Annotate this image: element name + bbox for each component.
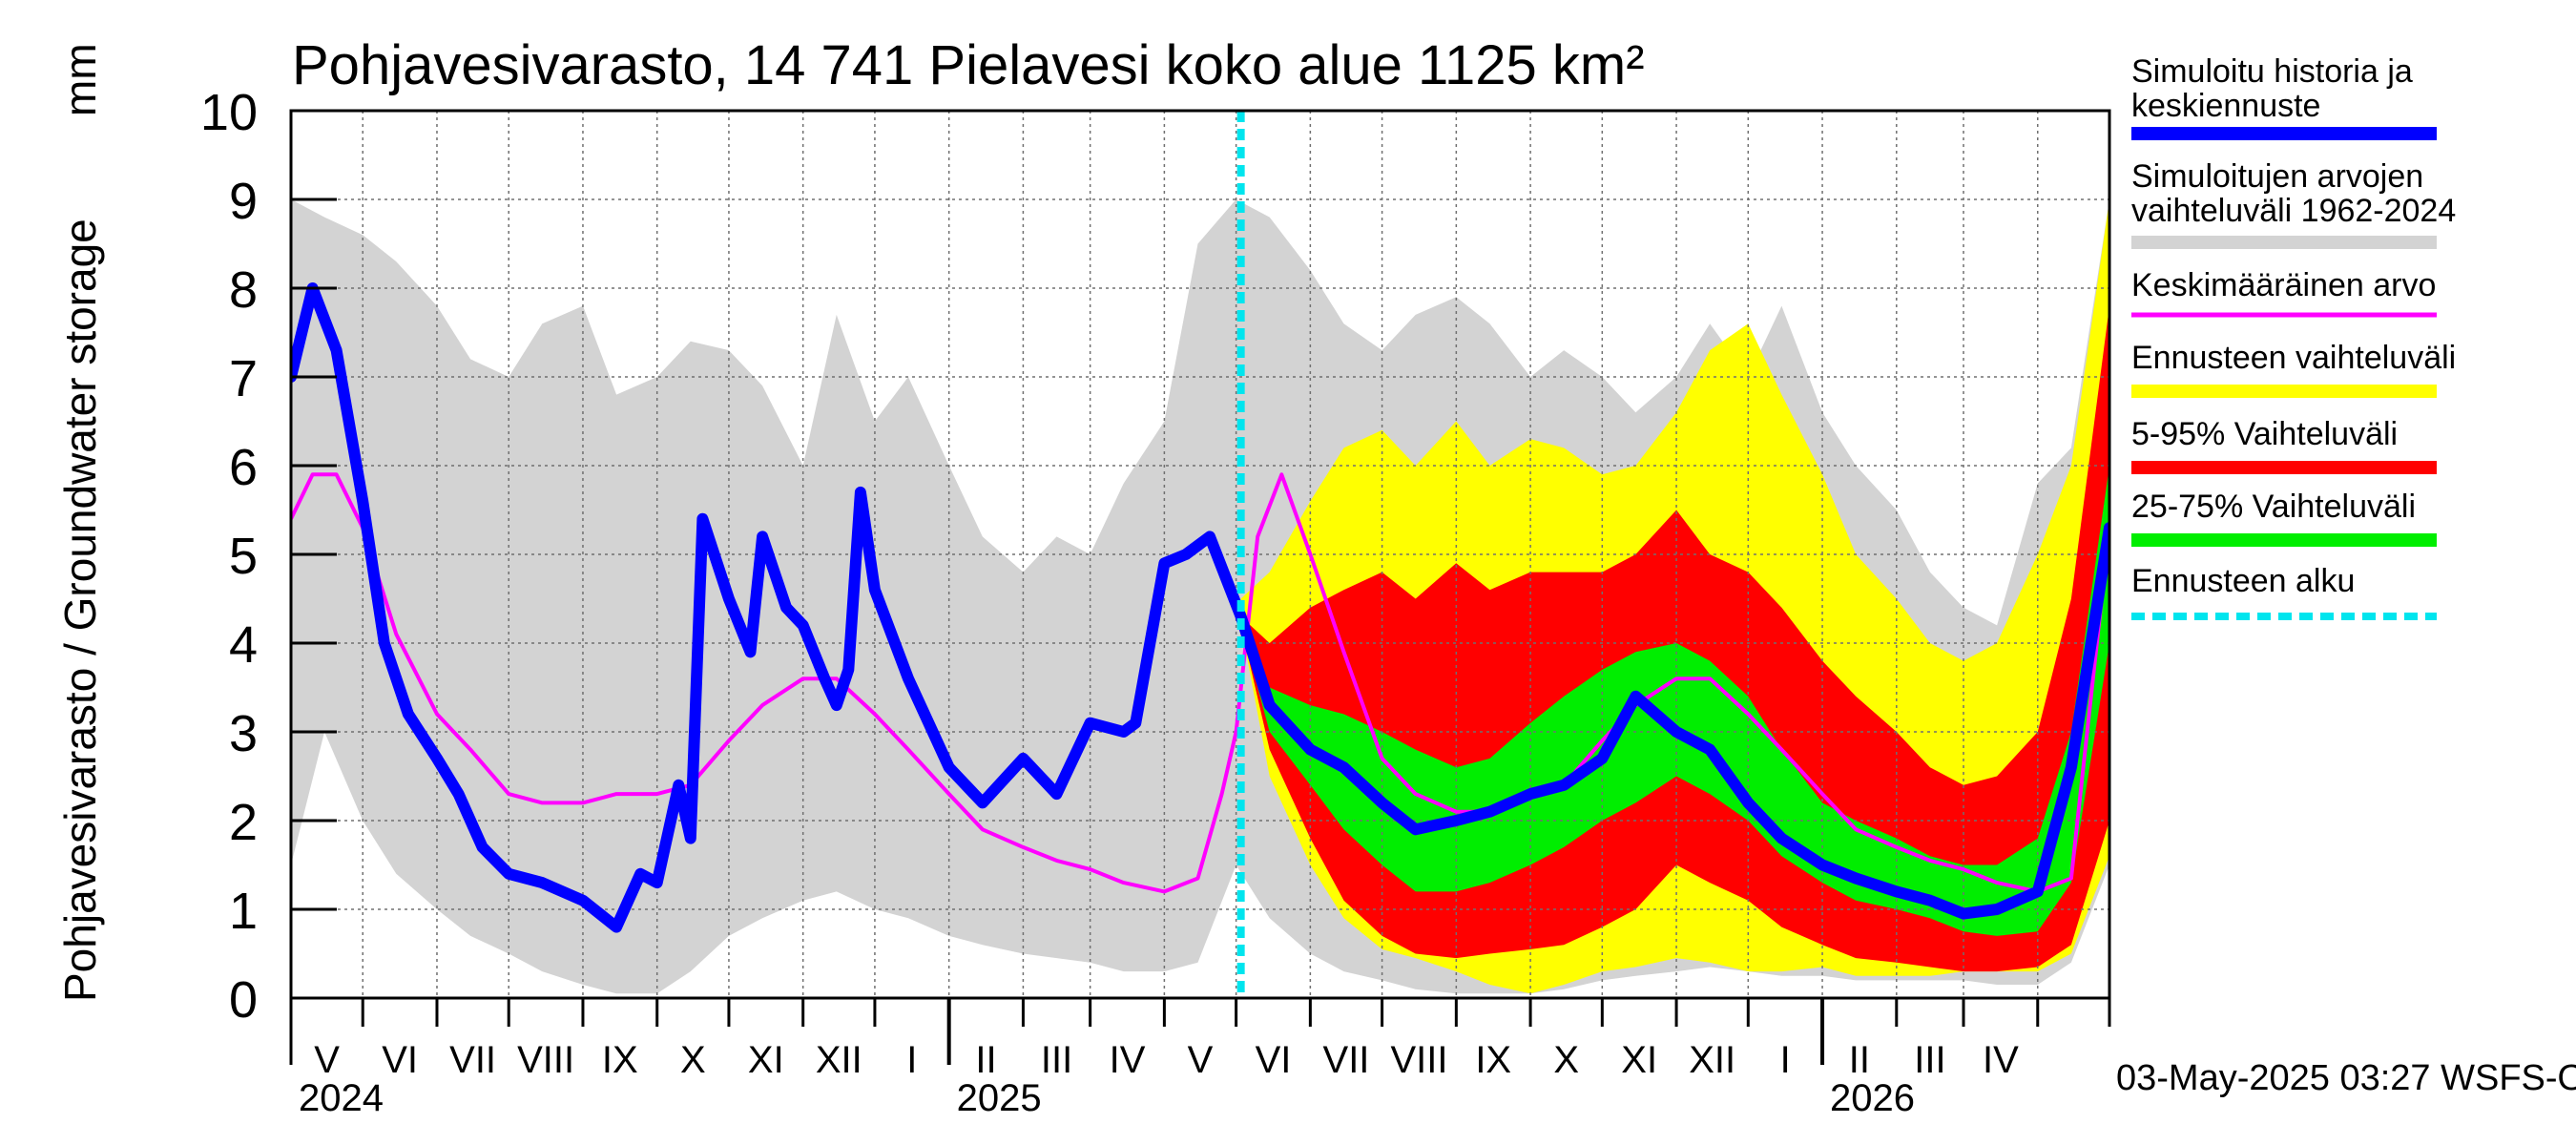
x-month-label: X <box>680 1039 706 1081</box>
x-month-label: IV <box>1110 1039 1146 1081</box>
y-tick-label: 7 <box>229 350 258 407</box>
x-month-label: VI <box>1256 1039 1292 1081</box>
line-mean <box>291 472 2109 894</box>
x-month-label: III <box>1914 1039 1945 1081</box>
legend-label: 5-95% Vaihteluväli <box>2131 416 2398 452</box>
y-tick-label: 10 <box>200 84 258 141</box>
x-month-label: V <box>314 1039 340 1081</box>
x-month-label: IX <box>602 1039 638 1081</box>
x-month-label: II <box>975 1039 996 1081</box>
y-tick-label: 4 <box>229 616 258 674</box>
x-month-label: IX <box>1475 1039 1511 1081</box>
x-month-label: VII <box>449 1039 496 1081</box>
y-tick-label: 8 <box>229 261 258 319</box>
y-axis-title: Pohjavesivarasto / Groundwater storage <box>55 219 105 1002</box>
x-month-label: XI <box>1621 1039 1657 1081</box>
y-tick-label: 0 <box>229 971 258 1029</box>
x-month-label: XII <box>1689 1039 1735 1081</box>
x-month-label: II <box>1849 1039 1870 1081</box>
x-month-label: V <box>1188 1039 1214 1081</box>
legend-label: Keskimääräinen arvo <box>2131 267 2436 303</box>
legend-label: vaihteluväli 1962-2024 <box>2131 193 2456 229</box>
y-tick-label: 1 <box>229 883 258 940</box>
y-tick-label: 5 <box>229 528 258 585</box>
y-axis-label: Pohjavesivarasto / Groundwater storage m… <box>55 43 105 1002</box>
y-tick-label: 9 <box>229 173 258 230</box>
x-month-label: X <box>1553 1039 1579 1081</box>
x-month-label: I <box>1780 1039 1791 1081</box>
chart-lines <box>291 111 2109 998</box>
legend-label: 25-75% Vaihteluväli <box>2131 489 2416 525</box>
chart-title: Pohjavesivarasto, 14 741 Pielavesi koko … <box>292 34 1645 96</box>
x-month-label: VI <box>382 1039 418 1081</box>
y-axis-unit: mm <box>55 43 105 116</box>
x-month-label: XII <box>816 1039 862 1081</box>
x-year-label: 2026 <box>1830 1077 1915 1119</box>
x-month-label: IV <box>1983 1039 2019 1081</box>
legend-label: Ennusteen alku <box>2131 563 2355 599</box>
x-year-label: 2025 <box>957 1077 1042 1119</box>
x-month-label: VIII <box>517 1039 574 1081</box>
legend-label: keskiennuste <box>2131 88 2320 124</box>
line-simulated <box>291 282 2109 933</box>
x-month-label: XI <box>748 1039 784 1081</box>
x-month-label: I <box>906 1039 917 1081</box>
x-month-label: III <box>1041 1039 1072 1081</box>
y-tick-label: 3 <box>229 705 258 762</box>
y-tick-label: 6 <box>229 439 258 496</box>
x-year-label: 2024 <box>299 1077 384 1119</box>
legend-label: Ennusteen vaihteluväli <box>2131 340 2456 376</box>
x-month-label: VII <box>1323 1039 1370 1081</box>
legend-label: Simuloitu historia ja <box>2131 53 2413 90</box>
footer-timestamp: 03-May-2025 03:27 WSFS-O <box>2116 1058 2576 1098</box>
legend-label: Simuloitujen arvojen <box>2131 158 2423 195</box>
y-tick-label: 2 <box>229 794 258 851</box>
x-month-label: VIII <box>1390 1039 1447 1081</box>
